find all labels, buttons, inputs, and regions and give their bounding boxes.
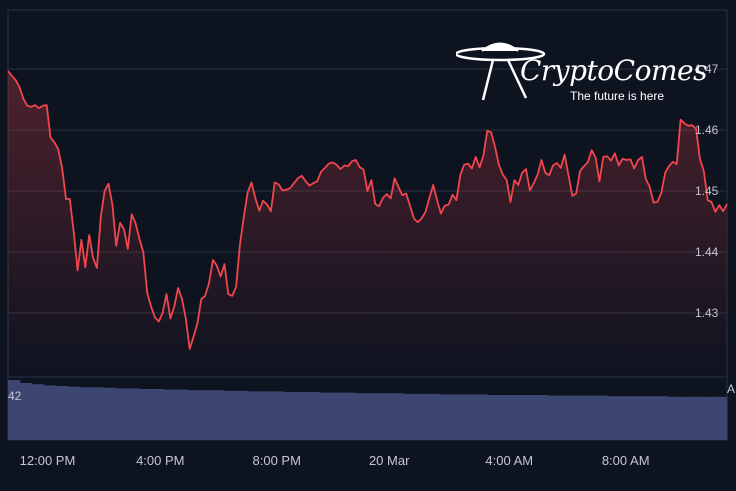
volume-bar	[367, 393, 380, 440]
volume-bar	[19, 383, 33, 440]
volume-bar	[91, 387, 105, 440]
volume-bar	[427, 393, 440, 440]
volume-bar	[307, 392, 320, 440]
volume-bar	[331, 392, 344, 440]
volume-bar	[595, 395, 608, 440]
x-tick-label: 4:00 AM	[485, 453, 533, 468]
volume-bar	[235, 390, 249, 440]
x-axis-ticks: 12:00 PM 4:00 PM 8:00 PM 20 Mar 4:00 AM 8:00 …	[20, 453, 650, 468]
volume-bar	[607, 396, 620, 440]
price-line	[7, 70, 728, 350]
volume-bar	[511, 395, 524, 440]
volume-bar	[379, 393, 392, 440]
volume-bar	[463, 394, 476, 440]
x-tick-label: 20 Mar	[369, 453, 410, 468]
volume-bar	[619, 396, 632, 440]
volume-bar	[259, 391, 273, 440]
volume-bar	[571, 395, 584, 440]
y-axis-ticks: 1.47 1.46 1.45 1.44 1.43	[695, 62, 719, 320]
volume-bar	[343, 392, 356, 440]
volume-bar	[475, 394, 488, 440]
x-tick-label: 12:00 PM	[20, 453, 76, 468]
brand-tagline: The future is here	[570, 89, 665, 103]
volume-bar	[31, 384, 45, 440]
volume-bar	[451, 394, 464, 440]
volume-bar	[631, 396, 644, 440]
x-tick-label: 8:00 AM	[602, 453, 650, 468]
volume-bar	[199, 390, 213, 440]
volume-bar	[403, 393, 416, 440]
volume-bar	[355, 393, 368, 440]
volume-bar	[679, 396, 692, 440]
volume-label-right: A	[727, 382, 736, 396]
y-tick-label: 1.46	[695, 123, 719, 137]
volume-bar	[523, 395, 536, 440]
volume-bar	[67, 386, 81, 440]
volume-bar	[655, 396, 668, 440]
volume-bar	[583, 395, 596, 440]
y-tick-label: 1.45	[695, 184, 719, 198]
volume-bar	[211, 390, 225, 440]
volume-bar	[667, 396, 680, 440]
volume-bar	[715, 396, 728, 440]
volume-bar	[295, 392, 308, 440]
volume-bars	[8, 380, 728, 440]
volume-bar	[271, 391, 285, 440]
volume-bar	[283, 392, 296, 440]
volume-bar	[115, 388, 129, 440]
volume-bar	[139, 389, 153, 440]
y-tick-label: 1.43	[695, 306, 719, 320]
volume-bar	[223, 390, 237, 440]
y-tick-label: 1.44	[695, 245, 719, 259]
volume-bar	[439, 394, 452, 440]
volume-bar	[8, 380, 21, 440]
volume-bar	[163, 389, 177, 440]
volume-bar	[247, 391, 261, 440]
volume-bar	[103, 387, 117, 440]
volume-bar	[703, 396, 716, 440]
ufo-icon	[456, 42, 546, 101]
volume-bar	[547, 395, 560, 440]
x-tick-label: 4:00 PM	[136, 453, 184, 468]
volume-bar	[487, 395, 500, 440]
volume-bar	[559, 395, 572, 440]
y-tick-label: 1.47	[695, 62, 719, 76]
volume-bar	[319, 392, 332, 440]
volume-bar	[43, 385, 57, 440]
volume-bar	[79, 387, 93, 440]
volume-bar	[499, 395, 512, 440]
volume-bar	[391, 393, 404, 440]
volume-bar	[127, 388, 141, 440]
volume-bar	[415, 393, 428, 440]
volume-bar	[55, 386, 69, 440]
volume-bar	[175, 389, 189, 440]
volume-bar	[643, 396, 656, 440]
x-tick-label: 8:00 PM	[253, 453, 301, 468]
volume-bar	[187, 390, 201, 440]
volume-bar	[535, 395, 548, 440]
price-area-fill	[8, 71, 727, 377]
volume-bar	[691, 396, 704, 440]
volume-bar	[151, 389, 165, 440]
cryptocomes-logo: CryptoComes The future is here	[456, 38, 707, 110]
volume-label: 42	[8, 389, 22, 403]
brand-name: CryptoComes	[520, 54, 707, 87]
